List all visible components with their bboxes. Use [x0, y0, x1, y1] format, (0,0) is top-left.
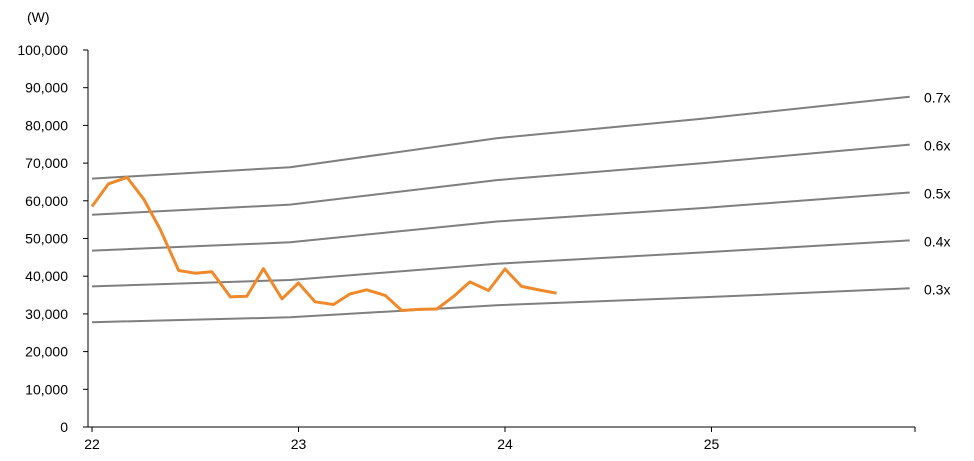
band-line-0-5x: [91, 191, 910, 252]
band-line-0-7x: [91, 95, 910, 180]
y-ticks: 100,000 90,000 80,000 70,000 60,000 50,000 40,…: [17, 42, 88, 435]
band-label: 0.4x: [924, 233, 950, 249]
band-line-0-4x: [91, 239, 910, 288]
band-label: 0.3x: [924, 281, 950, 297]
x-ticks: 22 23 24 25: [84, 427, 916, 452]
y-tick-label: 80,000: [25, 117, 68, 133]
band-line-0-3x: [91, 287, 910, 324]
x-tick-label: 24: [497, 436, 513, 452]
x-tick-label: 25: [704, 436, 720, 452]
y-tick-label: 0: [60, 419, 68, 435]
y-tick-label: 100,000: [17, 42, 68, 58]
band-label: 0.7x: [924, 90, 950, 106]
x-tick-label: 22: [84, 436, 100, 452]
band-label: 0.5x: [924, 186, 950, 202]
y-tick-label: 40,000: [25, 268, 68, 284]
y-tick-label: 60,000: [25, 193, 68, 209]
band-label: 0.6x: [924, 138, 950, 154]
band-lines: 0.7x 0.6x 0.5x 0.4x 0.3x: [91, 90, 950, 324]
y-unit-label: (W): [27, 9, 50, 25]
x-tick-label: 23: [291, 436, 307, 452]
y-tick-label: 90,000: [25, 80, 68, 96]
y-tick-label: 10,000: [25, 381, 68, 397]
y-tick-label: 30,000: [25, 306, 68, 322]
y-tick-label: 70,000: [25, 155, 68, 171]
band-line-0-6x: [91, 143, 910, 216]
price-line: [90, 175, 557, 312]
y-tick-label: 20,000: [25, 344, 68, 360]
y-tick-label: 50,000: [25, 231, 68, 247]
price-line-group: [90, 175, 557, 312]
